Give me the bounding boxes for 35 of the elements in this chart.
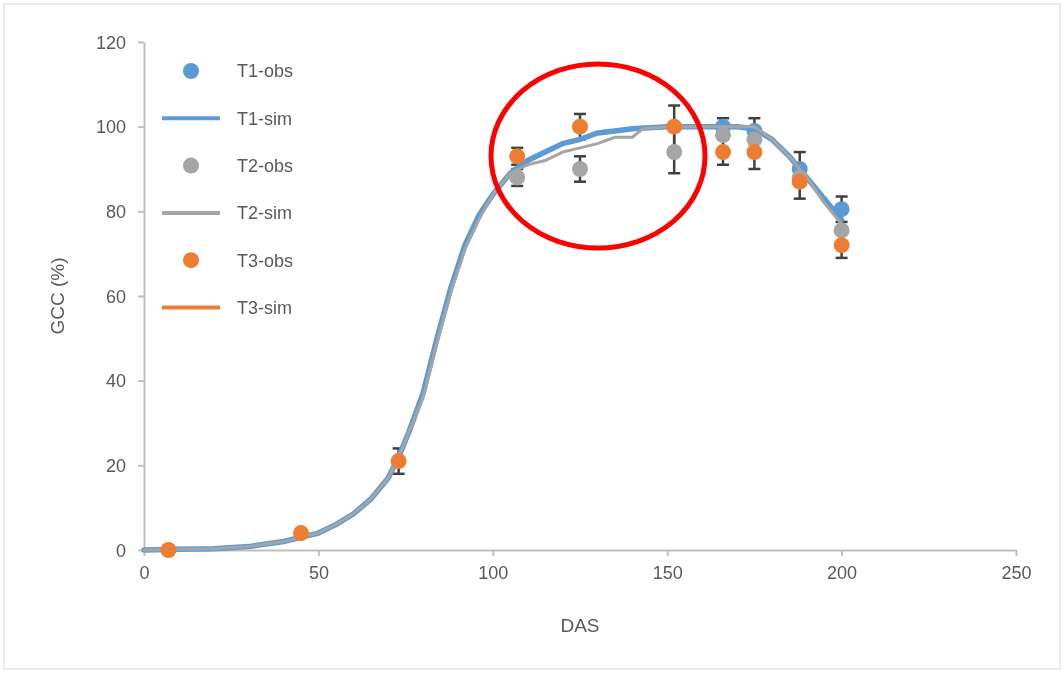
point (791, 173, 808, 190)
legend-label: T3-sim (237, 297, 292, 318)
y-tick-label: 40 (105, 371, 126, 392)
y-axis-title: GCC (%) (47, 257, 68, 335)
legend-label: T3-obs (237, 250, 294, 271)
legend-label: T2-sim (237, 203, 292, 224)
point (666, 144, 683, 161)
point (390, 453, 407, 470)
x-tick-label: 250 (1001, 562, 1032, 583)
point (666, 118, 683, 135)
point (160, 542, 177, 558)
point (292, 525, 309, 542)
y-tick-label: 80 (105, 201, 126, 222)
y-tick-label: 60 (105, 286, 126, 307)
legend-label: T1-obs (237, 61, 294, 82)
y-tick-label: 120 (95, 32, 126, 53)
x-tick-label: 200 (827, 562, 858, 583)
point (746, 144, 763, 161)
point (833, 237, 850, 254)
y-tick-label: 100 (95, 117, 126, 138)
point (572, 161, 588, 177)
x-axis-title: DAS (560, 615, 600, 636)
y-tick-label: 20 (105, 455, 126, 476)
point (715, 144, 731, 161)
y-tick-label: 0 (115, 540, 126, 561)
x-tick-label: 100 (478, 562, 509, 583)
x-tick-label: 50 (308, 562, 329, 583)
point (715, 127, 731, 144)
point (572, 118, 588, 135)
point (833, 222, 850, 239)
legend-label: T1-sim (237, 108, 292, 129)
x-tick-label: 0 (139, 562, 150, 583)
legend-label: T2-obs (237, 155, 294, 176)
point (746, 131, 763, 148)
x-tick-label: 150 (652, 562, 683, 583)
